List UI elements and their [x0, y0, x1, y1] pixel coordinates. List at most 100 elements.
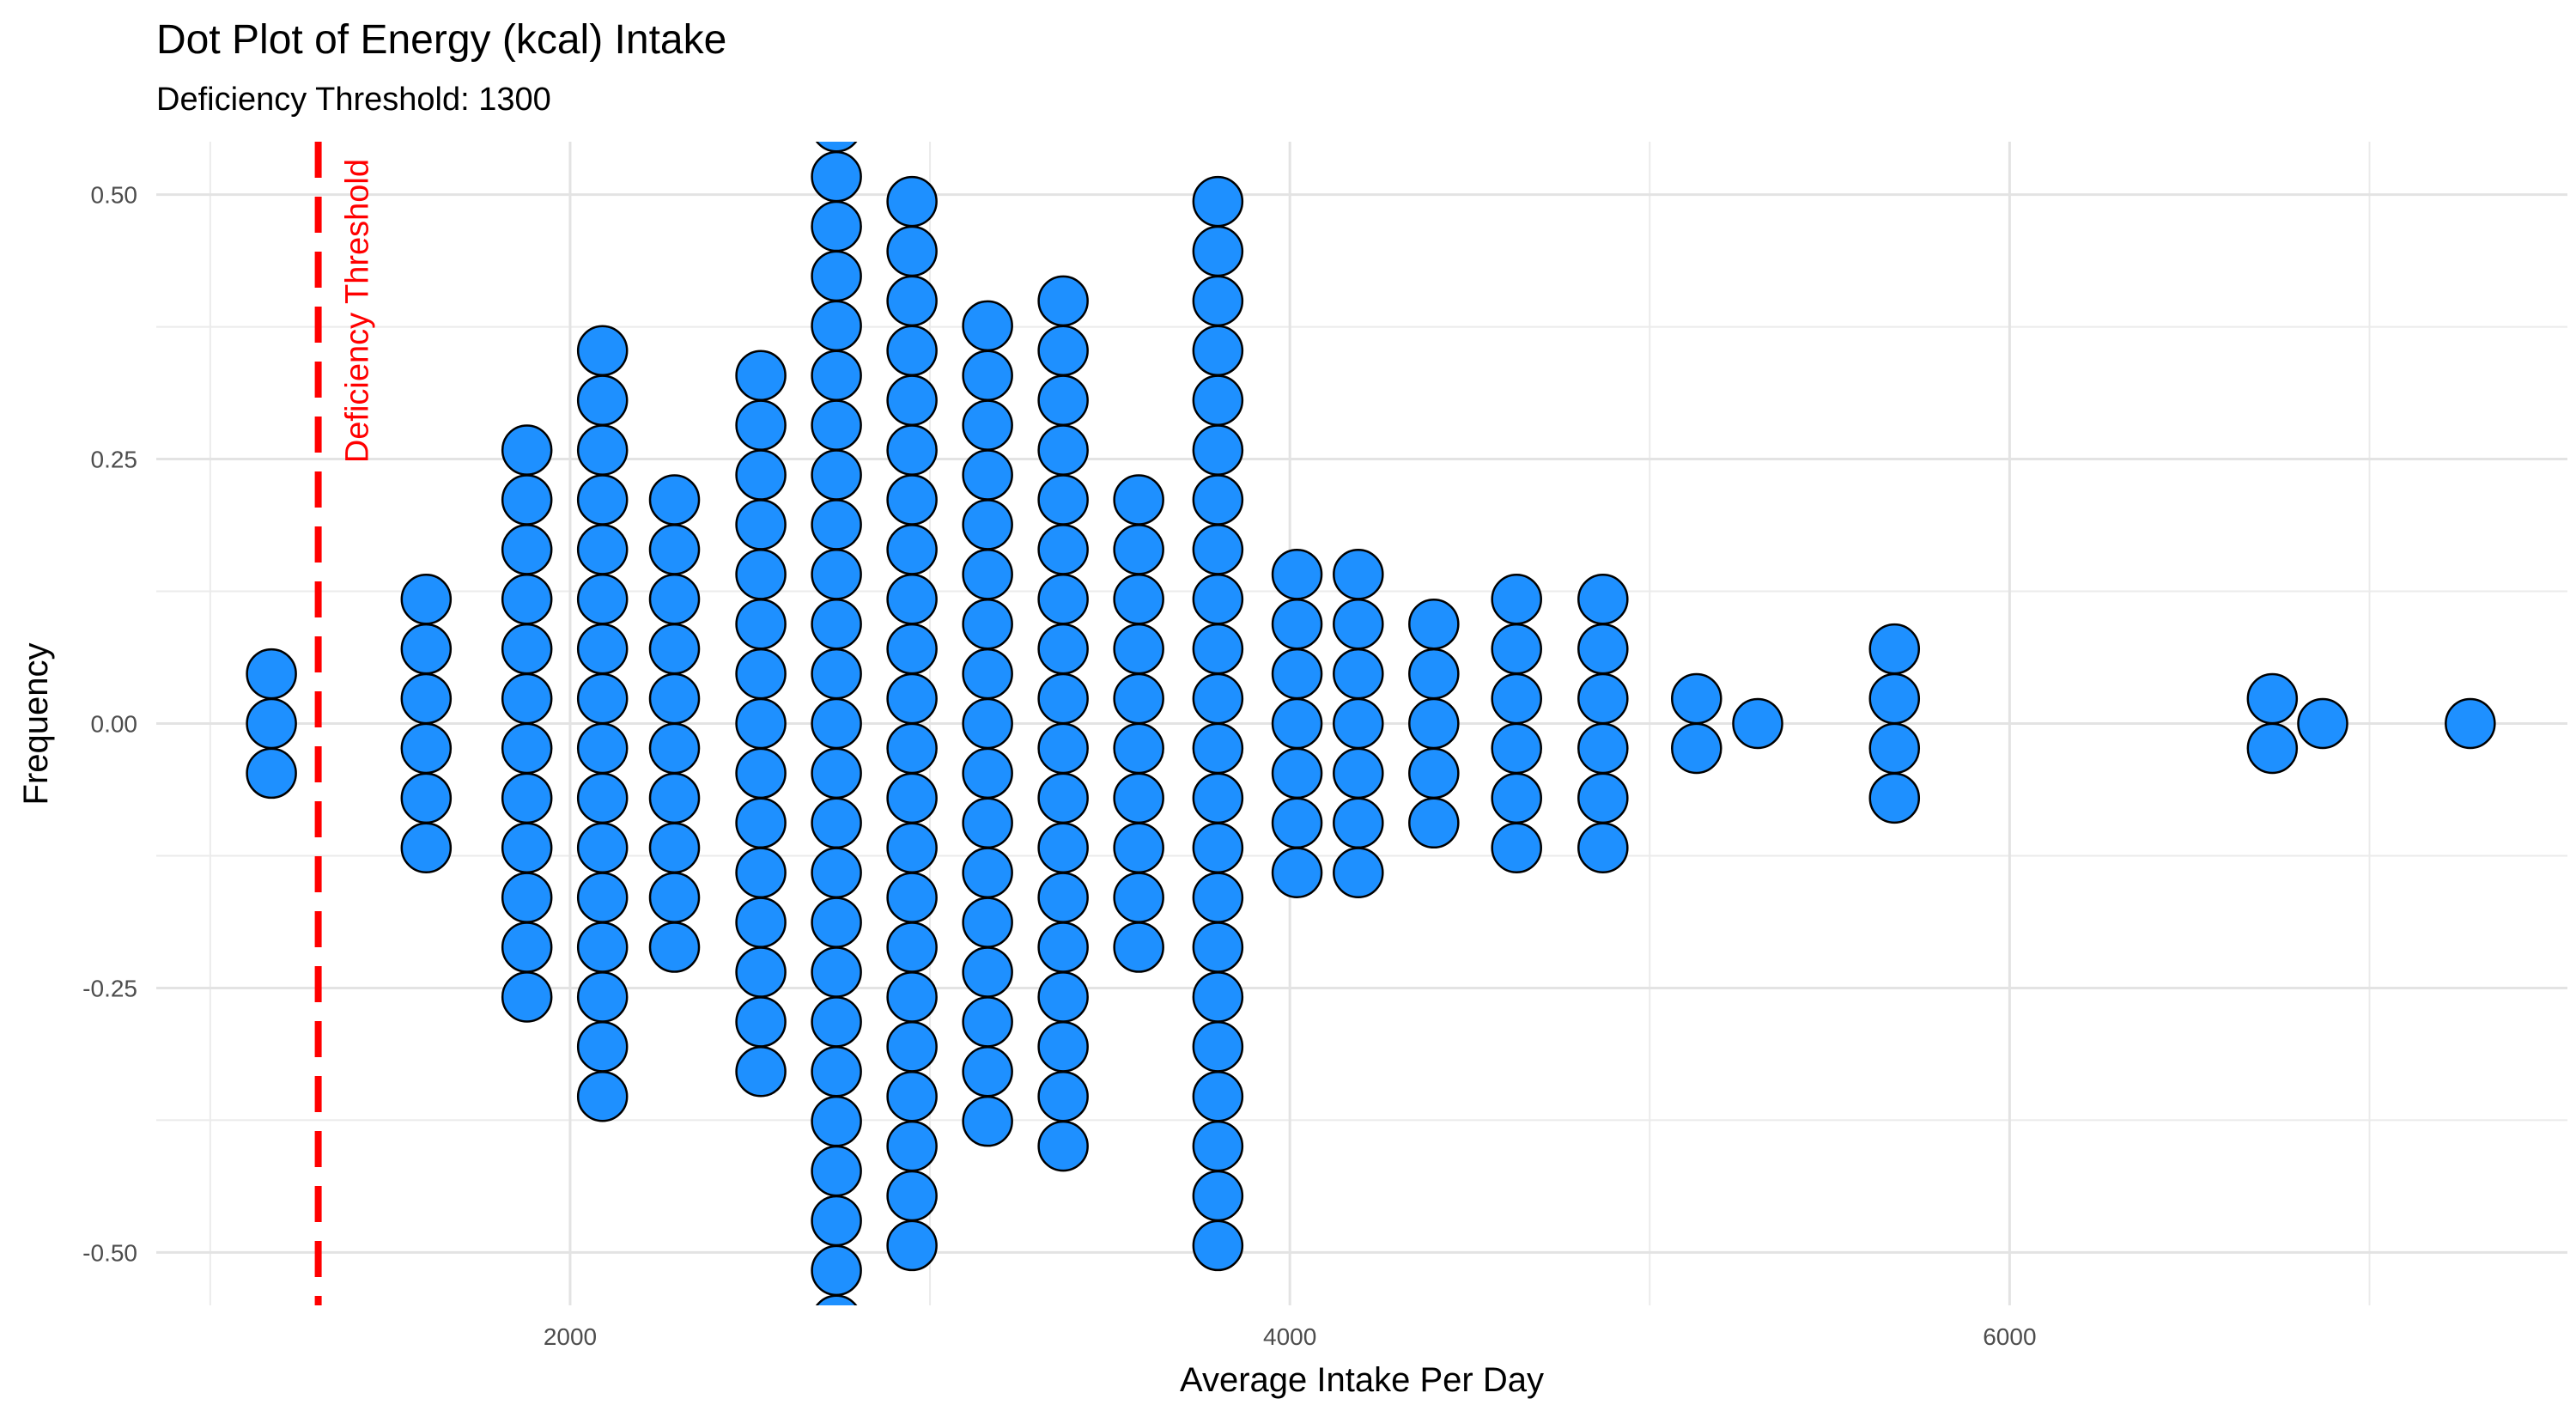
- data-dot: [735, 697, 787, 750]
- data-dot: [886, 1070, 938, 1122]
- data-dot: [1271, 697, 1323, 750]
- data-dot: [811, 598, 862, 650]
- chart-title: Dot Plot of Energy (kcal) Intake: [156, 17, 726, 63]
- y-tick-label: -0.50: [82, 1239, 137, 1266]
- data-dot: [811, 797, 862, 849]
- data-dot: [735, 897, 787, 948]
- data-dot: [1192, 772, 1244, 824]
- data-dot: [501, 623, 553, 675]
- data-dot: [1333, 797, 1384, 849]
- data-dot: [1271, 747, 1323, 800]
- data-dot: [501, 573, 553, 625]
- data-dot: [1037, 672, 1089, 725]
- y-tick-label: 0.25: [91, 447, 138, 473]
- data-dot: [648, 672, 701, 725]
- data-dot: [815, 142, 858, 153]
- data-dot: [811, 648, 862, 700]
- data-dot: [735, 449, 787, 501]
- data-dot: [1037, 1120, 1089, 1172]
- data-dot: [1671, 722, 1722, 775]
- data-dot: [811, 350, 862, 401]
- data-dot: [1408, 697, 1460, 750]
- data-dot: [1037, 275, 1089, 327]
- data-dot: [576, 573, 629, 625]
- data-dot: [962, 897, 1013, 948]
- data-dot: [962, 350, 1013, 401]
- data-dot: [1671, 672, 1722, 725]
- data-dot: [246, 648, 297, 700]
- data-dot: [962, 1095, 1013, 1147]
- data-dot: [811, 549, 862, 600]
- data-dot: [811, 250, 862, 302]
- data-dot: [1271, 598, 1323, 650]
- data-dot: [1333, 697, 1384, 750]
- data-dot: [811, 996, 862, 1048]
- data-dot: [648, 722, 701, 775]
- data-dot: [811, 697, 862, 750]
- y-axis-title: Frequency: [17, 643, 55, 806]
- data-dot: [576, 1021, 629, 1073]
- data-dot: [1037, 474, 1089, 526]
- data-dot: [886, 474, 938, 526]
- data-dot: [1192, 474, 1244, 526]
- data-dot: [1577, 722, 1629, 775]
- data-dot: [1271, 549, 1323, 600]
- data-dot: [1577, 573, 1629, 625]
- data-dot: [1491, 672, 1542, 725]
- chart-subtitle: Deficiency Threshold: 1300: [156, 82, 551, 118]
- data-dot: [1577, 672, 1629, 725]
- data-dot: [2246, 672, 2299, 725]
- data-dot: [886, 325, 938, 377]
- data-dot: [1192, 1070, 1244, 1122]
- data-dot: [1113, 474, 1164, 526]
- data-dot: [811, 1046, 862, 1098]
- data-dot: [962, 598, 1013, 650]
- data-dot: [501, 822, 553, 874]
- data-dot: [1868, 672, 1921, 725]
- data-dot: [811, 847, 862, 898]
- data-dot: [886, 424, 938, 476]
- data-dot: [1868, 722, 1921, 775]
- data-dot: [1868, 623, 1921, 675]
- data-dot: [648, 822, 701, 874]
- x-axis-ticks: 2000 4000 6000: [544, 1323, 2037, 1350]
- data-dot: [576, 822, 629, 874]
- data-dot: [886, 1120, 938, 1172]
- data-dot: [648, 524, 701, 575]
- data-dot: [1333, 648, 1384, 700]
- data-dot: [1113, 822, 1164, 874]
- data-dot: [735, 399, 787, 451]
- data-dot: [1037, 374, 1089, 426]
- data-dot: [1192, 822, 1244, 874]
- data-dot: [2297, 697, 2348, 750]
- data-dot: [576, 921, 629, 973]
- data-dot: [962, 549, 1013, 600]
- data-dot: [811, 499, 862, 550]
- data-dot: [962, 449, 1013, 501]
- data-dot: [576, 623, 629, 675]
- data-dot: [501, 474, 553, 526]
- data-dot: [1037, 872, 1089, 923]
- data-dot: [1333, 847, 1384, 898]
- data-dot: [811, 1244, 862, 1297]
- data-dot: [1408, 648, 1460, 700]
- data-dot: [1408, 747, 1460, 800]
- data-dot: [811, 946, 862, 998]
- data-dot: [735, 747, 787, 800]
- deficiency-threshold: Deficiency Threshold: [314, 142, 376, 1305]
- x-tick-label: 6000: [1983, 1323, 2036, 1350]
- data-dot: [1192, 524, 1244, 575]
- data-dot: [811, 399, 862, 451]
- data-dot: [811, 449, 862, 501]
- data-dot: [886, 971, 938, 1023]
- data-dot: [962, 499, 1013, 550]
- data-dot: [1113, 672, 1164, 725]
- threshold-label: Deficiency Threshold: [340, 159, 376, 463]
- data-dot: [735, 797, 787, 849]
- data-dot: [811, 300, 862, 352]
- data-dot: [576, 524, 629, 575]
- data-dot: [1037, 722, 1089, 775]
- data-dot: [962, 747, 1013, 800]
- data-dot: [1192, 374, 1244, 426]
- data-dot: [1271, 797, 1323, 849]
